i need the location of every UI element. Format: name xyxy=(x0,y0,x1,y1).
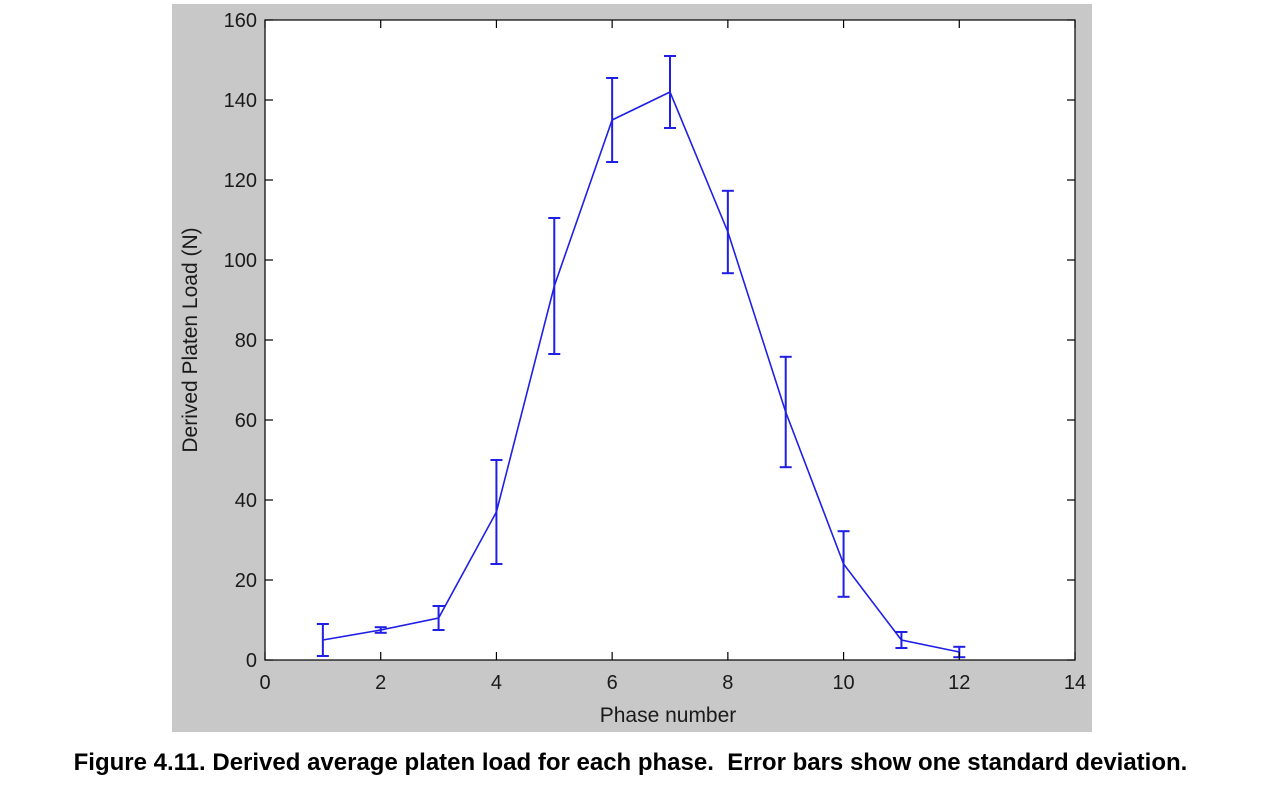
x-tick-label: 6 xyxy=(607,672,618,694)
figure-caption: Figure 4.11. Derived average platen load… xyxy=(73,749,1188,776)
y-tick-label: 100 xyxy=(224,250,257,272)
series-line xyxy=(322,90,960,653)
x-tick-label: 10 xyxy=(832,672,854,694)
y-tick-label: 80 xyxy=(235,330,257,352)
y-tick-labels: 0 20 40 60 80 100 120 140 160 xyxy=(224,10,257,672)
y-tick-label: 120 xyxy=(224,170,257,192)
error-bar xyxy=(316,623,329,657)
axis-ticks xyxy=(264,19,1076,661)
x-tick-label: 0 xyxy=(259,672,270,694)
figure: 0 2 4 6 8 10 12 14 0 20 40 60 80 100 120 140 160 Phase … xyxy=(172,4,1092,732)
x-tick-label: 4 xyxy=(491,672,502,694)
x-tick-label: 14 xyxy=(1064,672,1086,694)
y-tick-label: 40 xyxy=(235,490,257,512)
y-tick-label: 0 xyxy=(246,650,257,672)
y-tick-label: 20 xyxy=(235,570,257,592)
x-tick-label: 8 xyxy=(722,672,733,694)
y-tick-label: 160 xyxy=(224,10,257,32)
x-tick-label: 12 xyxy=(948,672,970,694)
y-tick-label: 140 xyxy=(224,90,257,112)
x-tick-labels: 0 2 4 6 8 10 12 14 xyxy=(259,672,1086,694)
y-axis-label: Derived Platen Load (N) xyxy=(179,227,202,452)
y-tick-label: 60 xyxy=(235,410,257,432)
x-axis-label: Phase number xyxy=(600,704,737,727)
x-tick-label: 2 xyxy=(375,672,386,694)
